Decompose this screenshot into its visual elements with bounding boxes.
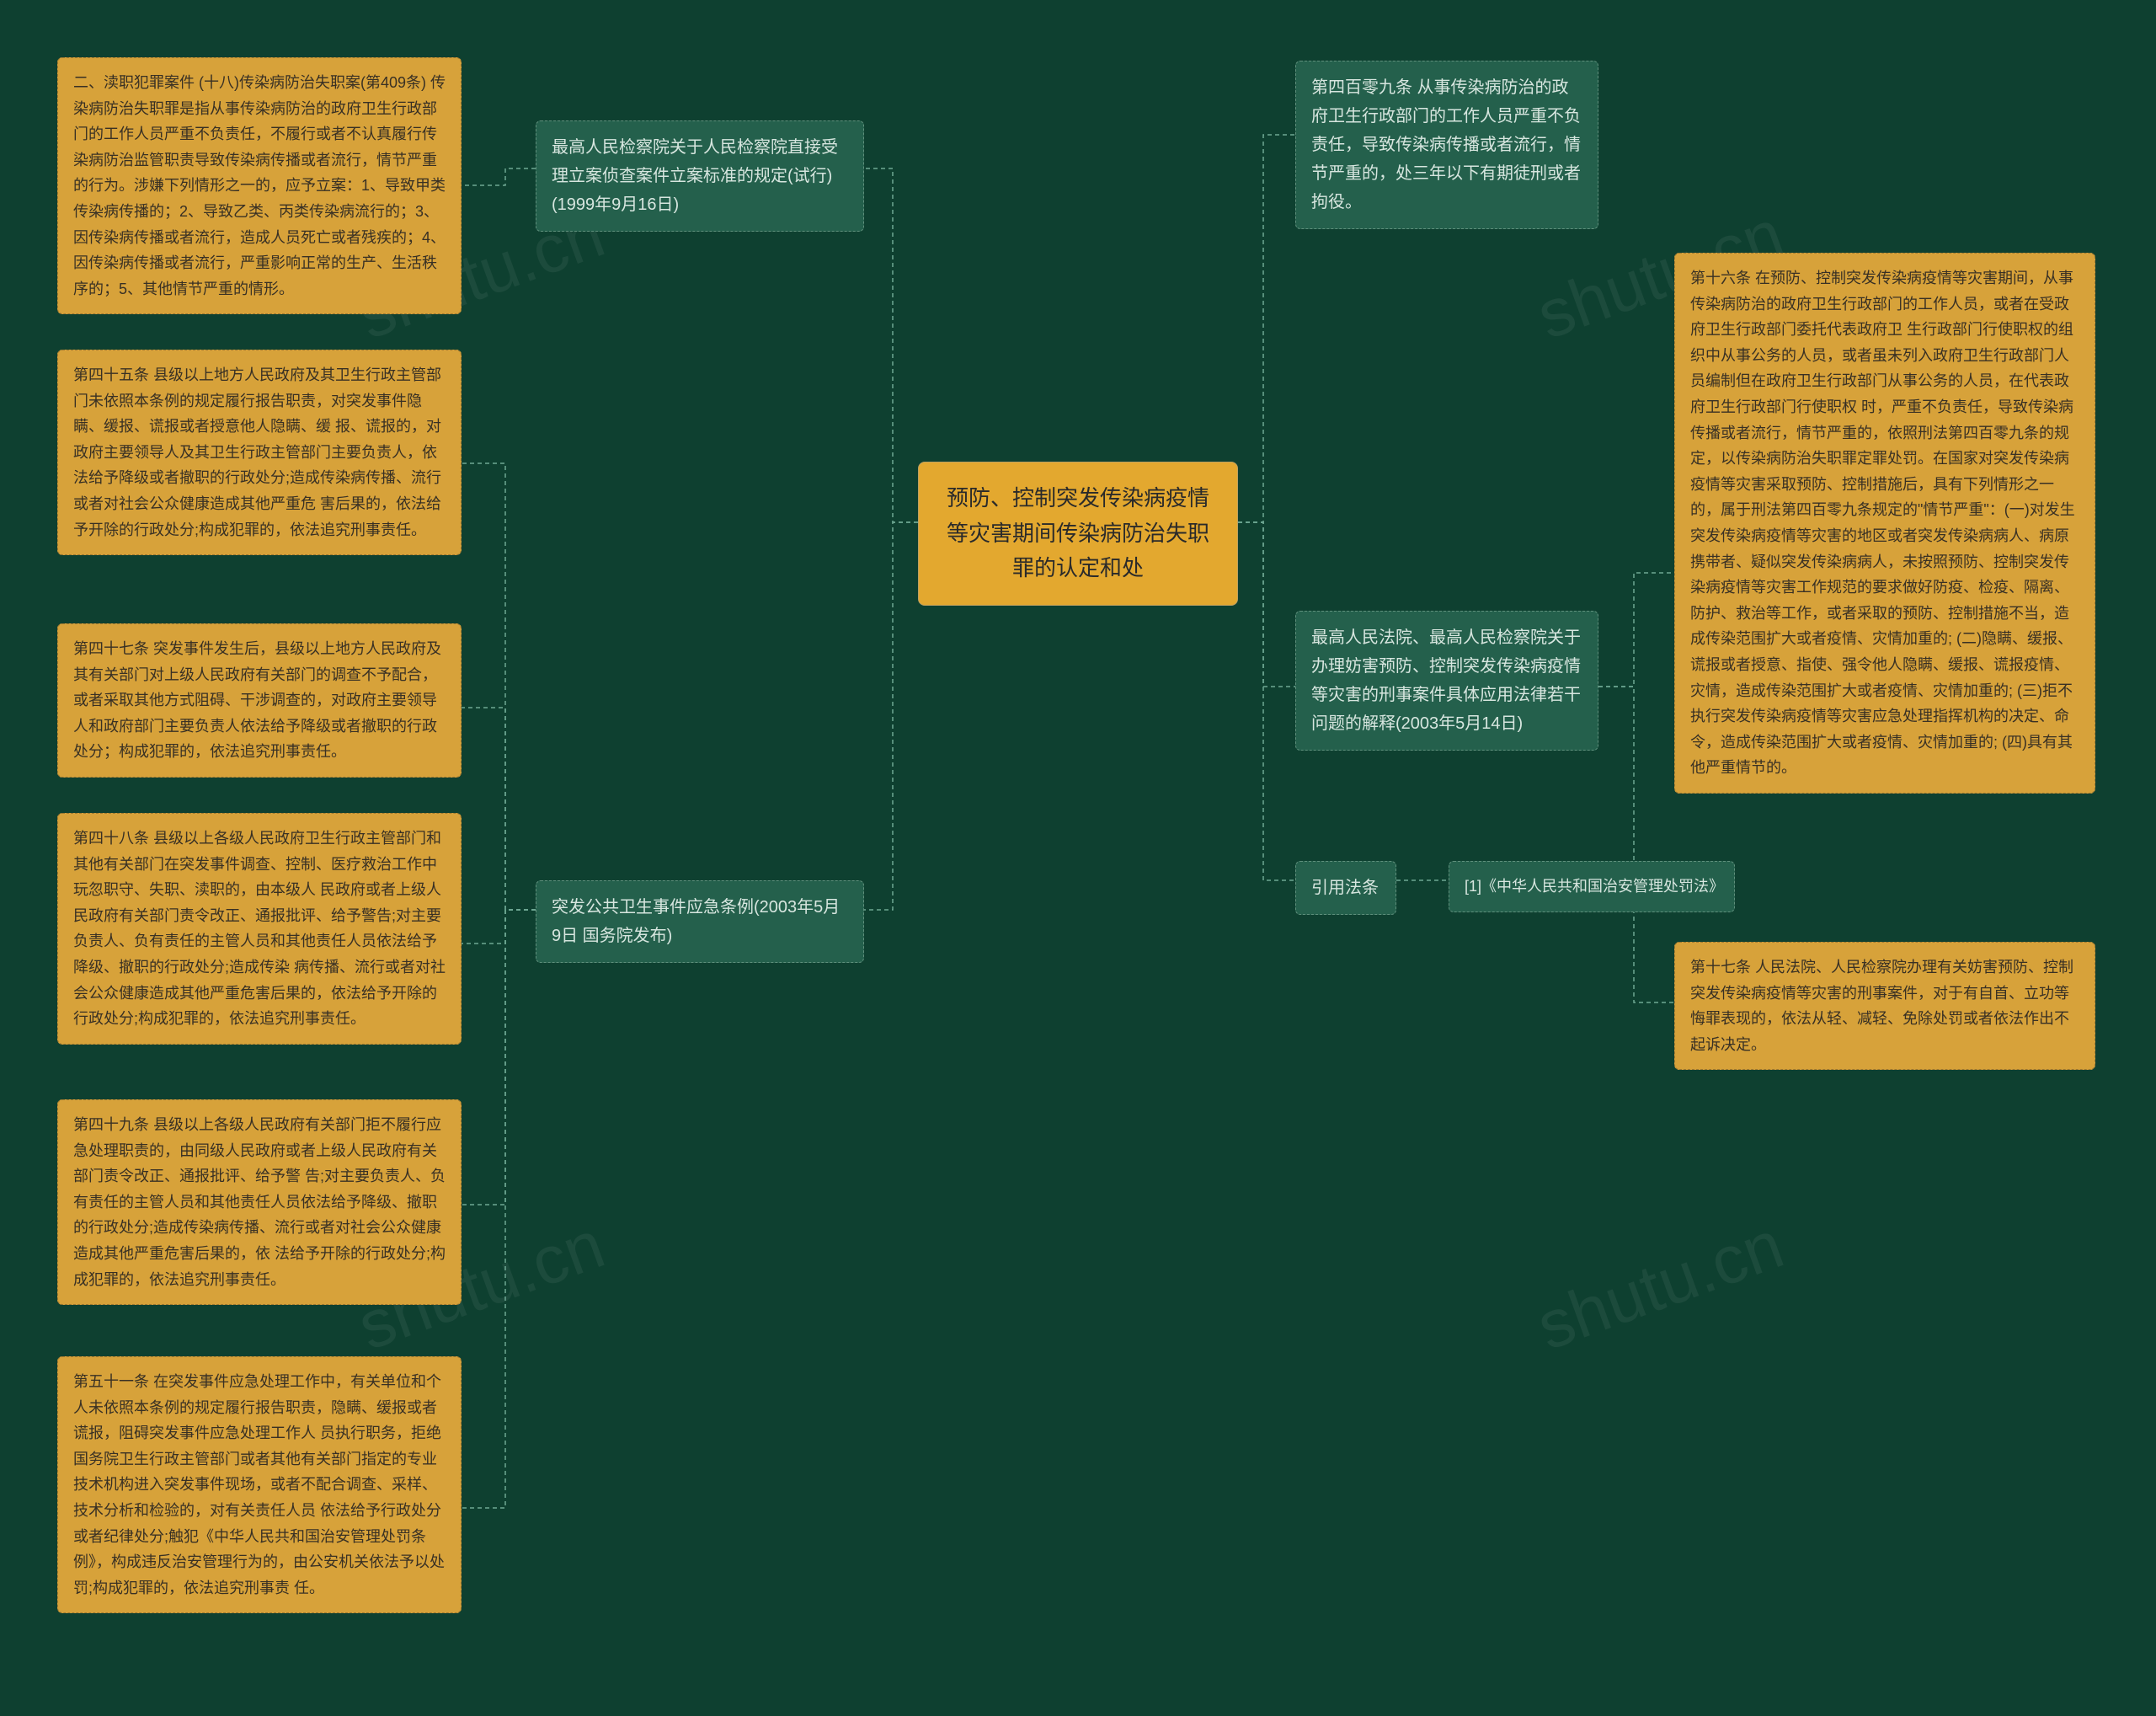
left-leaf-2-2: 第四十七条 突发事件发生后，县级以上地方人民政府及其有关部门对上级人民政府有关部… <box>57 623 462 778</box>
left-branch-2: 突发公共卫生事件应急条例(2003年5月9日 国务院发布) <box>536 880 864 963</box>
left-leaf-1-1: 二、渎职犯罪案件 (十八)传染病防治失职案(第409条) 传染病防治失职罪是指从… <box>57 57 462 314</box>
root-node: 预防、控制突发传染病疫情等灾害期间传染病防治失职罪的认定和处 <box>918 462 1238 606</box>
right-leaf-2-1: 第十六条 在预防、控制突发传染病疫情等灾害期间，从事传染病防治的政府卫生行政部门… <box>1674 253 2095 794</box>
right-branch-1: 第四百零九条 从事传染病防治的政府卫生行政部门的工作人员严重不负责任，导致传染病… <box>1295 61 1598 229</box>
left-leaf-2-1: 第四十五条 县级以上地方人民政府及其卫生行政主管部门未依照本条例的规定履行报告职… <box>57 350 462 555</box>
watermark: shutu.cn <box>1527 1205 1793 1366</box>
right-leaf-2-2: 第十七条 人民法院、人民检察院办理有关妨害预防、控制突发传染病疫情等灾害的刑事案… <box>1674 942 2095 1070</box>
left-leaf-2-4: 第四十九条 县级以上各级人民政府有关部门拒不履行应急处理职责的，由同级人民政府或… <box>57 1099 462 1305</box>
right-leaf-3-1: [1]《中华人民共和国治安管理处罚法》 <box>1449 861 1735 912</box>
right-branch-2: 最高人民法院、最高人民检察院关于办理妨害预防、控制突发传染病疫情等灾害的刑事案件… <box>1295 611 1598 751</box>
left-leaf-2-3: 第四十八条 县级以上各级人民政府卫生行政主管部门和其他有关部门在突发事件调查、控… <box>57 813 462 1045</box>
left-leaf-2-5: 第五十一条 在突发事件应急处理工作中，有关单位和个人未依照本条例的规定履行报告职… <box>57 1356 462 1613</box>
left-branch-1: 最高人民检察院关于人民检察院直接受理立案侦查案件立案标准的规定(试行)(1999… <box>536 120 864 232</box>
right-branch-3: 引用法条 <box>1295 861 1396 915</box>
